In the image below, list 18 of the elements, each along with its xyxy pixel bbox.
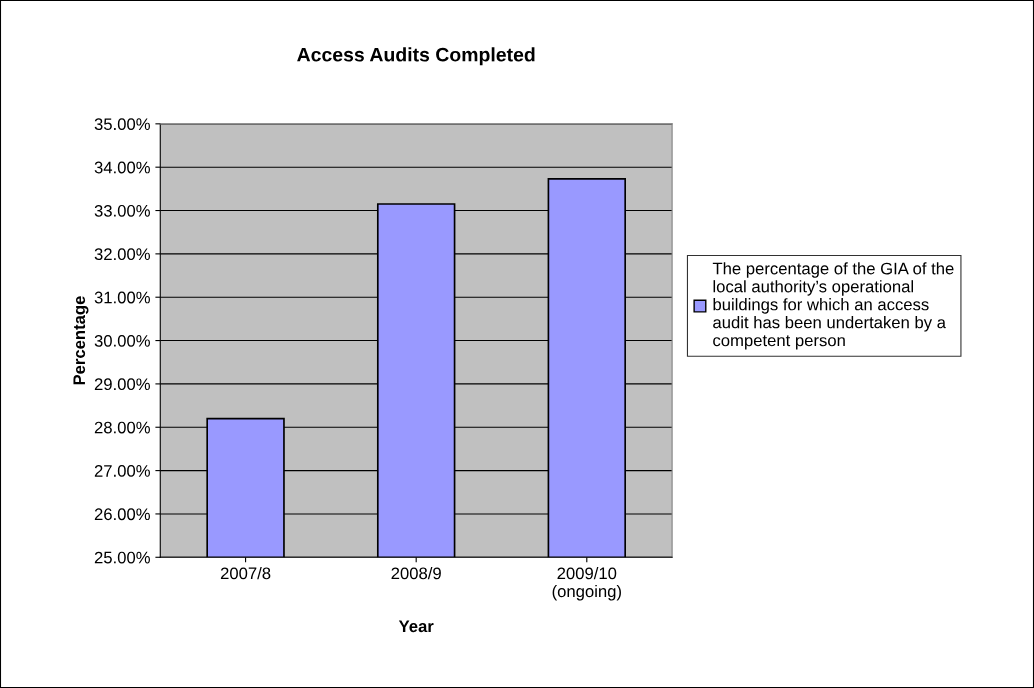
y-tick-label: 29.00% bbox=[94, 378, 150, 391]
y-tick-label: 31.00% bbox=[94, 291, 150, 304]
y-tick-label: 33.00% bbox=[94, 204, 150, 217]
y-tick-label: 35.00% bbox=[94, 118, 150, 131]
chart-title: Access Audits Completed bbox=[297, 47, 535, 66]
x-tick-label: 2009/10 (ongoing) bbox=[552, 567, 621, 601]
x-tick-label: 2008/9 bbox=[391, 567, 441, 580]
y-tick-label: 34.00% bbox=[94, 161, 150, 174]
y-tick-label: 28.00% bbox=[94, 421, 150, 434]
legend-label: The percentage of the GIA of the local authority’s operational buildings for which an access audit has been undertaken by a competent person bbox=[712, 262, 954, 350]
x-axis-title: Year bbox=[398, 620, 434, 633]
x-tick-label: 2007/8 bbox=[220, 567, 271, 580]
y-axis-title: Percentage bbox=[73, 296, 89, 385]
y-tick-label: 25.00% bbox=[94, 551, 150, 564]
y-tick-label: 30.00% bbox=[94, 334, 150, 347]
y-tick-label: 26.00% bbox=[94, 508, 150, 521]
y-tick-label: 32.00% bbox=[94, 248, 150, 261]
y-tick-label: 27.00% bbox=[94, 464, 150, 477]
